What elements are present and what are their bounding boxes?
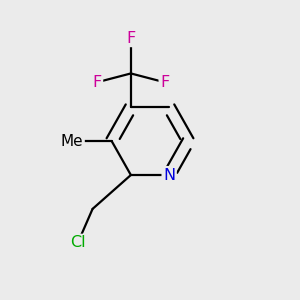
Text: F: F — [92, 75, 102, 90]
Text: F: F — [126, 31, 136, 46]
Text: F: F — [160, 75, 169, 90]
Text: N: N — [163, 167, 175, 182]
Text: Me: Me — [61, 134, 83, 149]
Text: Cl: Cl — [70, 235, 86, 250]
